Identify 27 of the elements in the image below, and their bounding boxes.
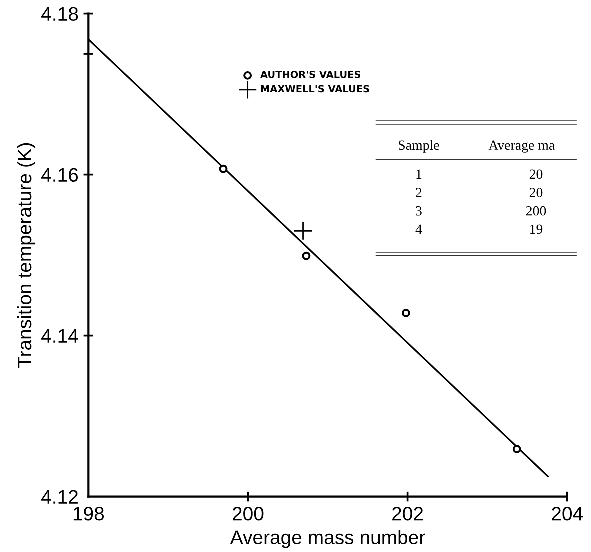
y-tick-label: 4.14 bbox=[42, 329, 78, 343]
point bbox=[402, 309, 410, 318]
annotation: 200 bbox=[526, 206, 546, 216]
annotation: 4 bbox=[416, 224, 422, 234]
annotation: 2 bbox=[416, 188, 422, 198]
x-axis-title: Average mass number bbox=[230, 530, 426, 548]
point bbox=[219, 164, 228, 174]
point bbox=[294, 222, 313, 241]
y-tick-label: 4.16 bbox=[42, 168, 78, 182]
annotation: Sample bbox=[399, 140, 440, 153]
y-tick-label: 4.18 bbox=[42, 7, 78, 22]
point bbox=[512, 445, 522, 454]
annotation: 20 bbox=[530, 170, 543, 180]
x-tick-label: 198 bbox=[74, 507, 104, 521]
y-axis-title: Transition temperature (K) bbox=[17, 143, 36, 368]
legend-label: AUTHOR'S VALUES bbox=[260, 71, 361, 78]
legend-label: MAXWELL'S VALUES bbox=[261, 85, 370, 93]
x-tick-label: 204 bbox=[552, 507, 584, 521]
annotation: 19 bbox=[530, 224, 543, 234]
annotation: 1 bbox=[416, 170, 422, 179]
annotation: Average ma bbox=[488, 140, 555, 153]
y-tick-label: 4.12 bbox=[42, 490, 78, 504]
annotation: 3 bbox=[416, 206, 422, 216]
x-tick-label: 202 bbox=[392, 507, 424, 521]
annotation: 20 bbox=[530, 188, 543, 198]
point bbox=[302, 252, 311, 260]
x-tick-label: 200 bbox=[232, 507, 264, 521]
